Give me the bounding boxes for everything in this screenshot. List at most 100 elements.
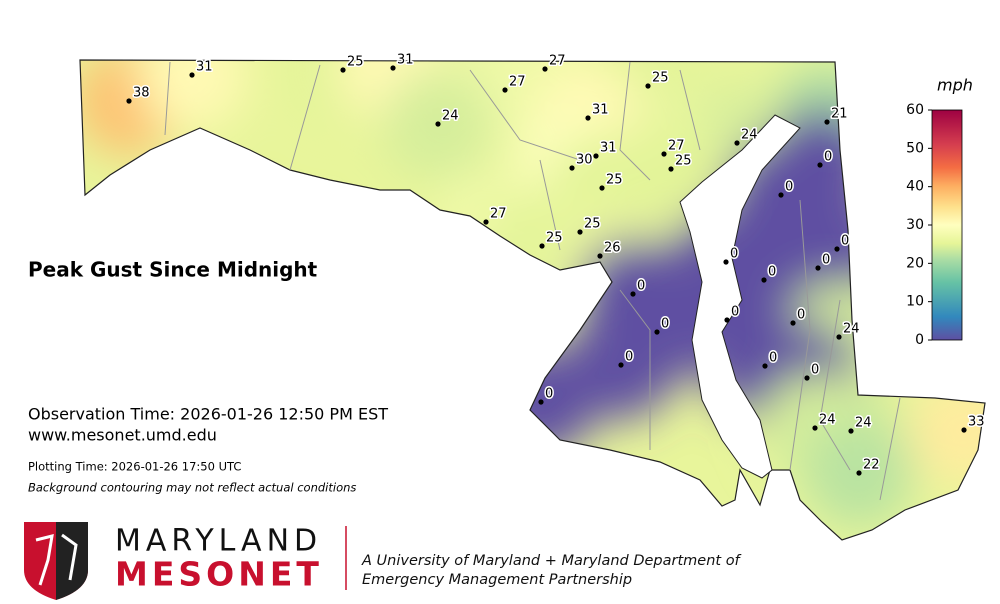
station-value: 24 bbox=[442, 109, 459, 124]
station-value: 27 bbox=[490, 207, 507, 222]
partnership-line2: Emergency Management Partnership bbox=[362, 572, 632, 588]
map-title: Peak Gust Since Midnight bbox=[28, 258, 318, 282]
station-dot bbox=[817, 162, 823, 168]
station-dot bbox=[734, 140, 740, 146]
colorbar-tick-label: 60 bbox=[906, 102, 924, 118]
station-dot bbox=[126, 98, 132, 104]
station-value: 25 bbox=[347, 55, 364, 70]
station-dot bbox=[812, 425, 818, 431]
station-value: 25 bbox=[675, 154, 692, 169]
logo: MARYLAND MESONET A University of Marylan… bbox=[24, 522, 742, 600]
station-dot bbox=[834, 246, 840, 252]
station-value: 25 bbox=[606, 173, 623, 188]
logo-line2: MESONET bbox=[115, 555, 323, 594]
station-dot bbox=[848, 428, 854, 434]
station-value: 31 bbox=[600, 141, 617, 156]
plotting-time: Plotting Time: 2026-01-26 17:50 UTC bbox=[28, 460, 241, 474]
station-dot bbox=[618, 362, 624, 368]
station-value: 0 bbox=[731, 305, 739, 320]
station-dot bbox=[724, 317, 730, 323]
website: www.mesonet.umd.edu bbox=[28, 426, 217, 445]
station-dot bbox=[483, 219, 489, 225]
station-value: 24 bbox=[843, 322, 860, 337]
station-dot bbox=[654, 329, 660, 335]
chesapeake-bay bbox=[679, 114, 801, 479]
station-value: 27 bbox=[668, 139, 685, 154]
observation-time: Observation Time: 2026-01-26 12:50 PM ES… bbox=[28, 405, 388, 424]
county-lines bbox=[164, 61, 901, 501]
station-value: 31 bbox=[196, 60, 213, 75]
station-dot bbox=[723, 259, 729, 265]
station-value: 22 bbox=[863, 458, 880, 473]
station-value: 24 bbox=[819, 413, 836, 428]
station-dot bbox=[661, 151, 667, 157]
station-value: 0 bbox=[811, 363, 819, 378]
station-value: 27 bbox=[509, 75, 526, 90]
station-value: 0 bbox=[824, 150, 832, 165]
station-value: 30 bbox=[576, 153, 593, 168]
station-dot bbox=[539, 243, 545, 249]
station-dot bbox=[599, 185, 605, 191]
colorbar-bar bbox=[931, 109, 963, 341]
station-value: 31 bbox=[592, 103, 609, 118]
station-value: 21 bbox=[831, 107, 848, 122]
logo-line1: MARYLAND bbox=[115, 524, 322, 559]
station-dot bbox=[585, 115, 591, 121]
station-value: 0 bbox=[637, 279, 645, 294]
station-value: 31 bbox=[397, 53, 414, 68]
station-value: 0 bbox=[797, 308, 805, 323]
station-dot bbox=[668, 166, 674, 172]
station-dot bbox=[961, 427, 967, 433]
station-dot bbox=[577, 229, 583, 235]
logo-mark bbox=[35, 533, 78, 586]
colorbar-tick-label: 40 bbox=[906, 179, 924, 195]
colorbar-tick-label: 30 bbox=[906, 217, 924, 233]
colorbar-tick-label: 10 bbox=[906, 294, 924, 310]
station-value: 0 bbox=[785, 180, 793, 195]
station-dot bbox=[502, 87, 508, 93]
station-dot bbox=[189, 72, 195, 78]
state-outline bbox=[79, 59, 986, 541]
station-dot bbox=[790, 320, 796, 326]
station-dot bbox=[538, 399, 544, 405]
station-value: 25 bbox=[584, 217, 601, 232]
disclaimer: Background contouring may not reflect ac… bbox=[28, 481, 356, 495]
station-dot bbox=[340, 67, 346, 73]
station-dot bbox=[778, 192, 784, 198]
partnership-line1: A University of Maryland + Maryland Depa… bbox=[361, 553, 742, 569]
station-value: 24 bbox=[741, 128, 758, 143]
contour-layer bbox=[80, 60, 985, 528]
station-dot bbox=[569, 165, 575, 171]
station-dot bbox=[824, 119, 830, 125]
station-dot bbox=[762, 363, 768, 369]
station-dot bbox=[836, 334, 842, 340]
station-value: 25 bbox=[652, 71, 669, 86]
station-value: 0 bbox=[545, 387, 553, 402]
colorbar-label: mph bbox=[937, 76, 973, 95]
station-value: 0 bbox=[841, 234, 849, 249]
station-value: 0 bbox=[625, 350, 633, 365]
station-value: 26 bbox=[604, 241, 621, 256]
station-dot bbox=[630, 291, 636, 297]
station-value: 27 bbox=[549, 54, 566, 69]
colorbar: mph 0 10 20 30 40 50 60 bbox=[906, 76, 973, 349]
station-dot bbox=[597, 253, 603, 259]
station-value: 0 bbox=[661, 317, 669, 332]
station-value: 33 bbox=[968, 415, 985, 430]
station-value: 0 bbox=[822, 253, 830, 268]
station-dot bbox=[815, 265, 821, 271]
station-dot bbox=[761, 277, 767, 283]
station-value: 25 bbox=[546, 231, 563, 246]
station-dot bbox=[542, 66, 548, 72]
colorbar-tick-label: 20 bbox=[906, 255, 924, 271]
station-value: 0 bbox=[769, 351, 777, 366]
station-dot bbox=[390, 65, 396, 71]
station-dot bbox=[645, 83, 651, 89]
station-value: 24 bbox=[855, 416, 872, 431]
station-dot bbox=[804, 375, 810, 381]
station-dot bbox=[856, 470, 862, 476]
station-value: 38 bbox=[133, 86, 150, 101]
